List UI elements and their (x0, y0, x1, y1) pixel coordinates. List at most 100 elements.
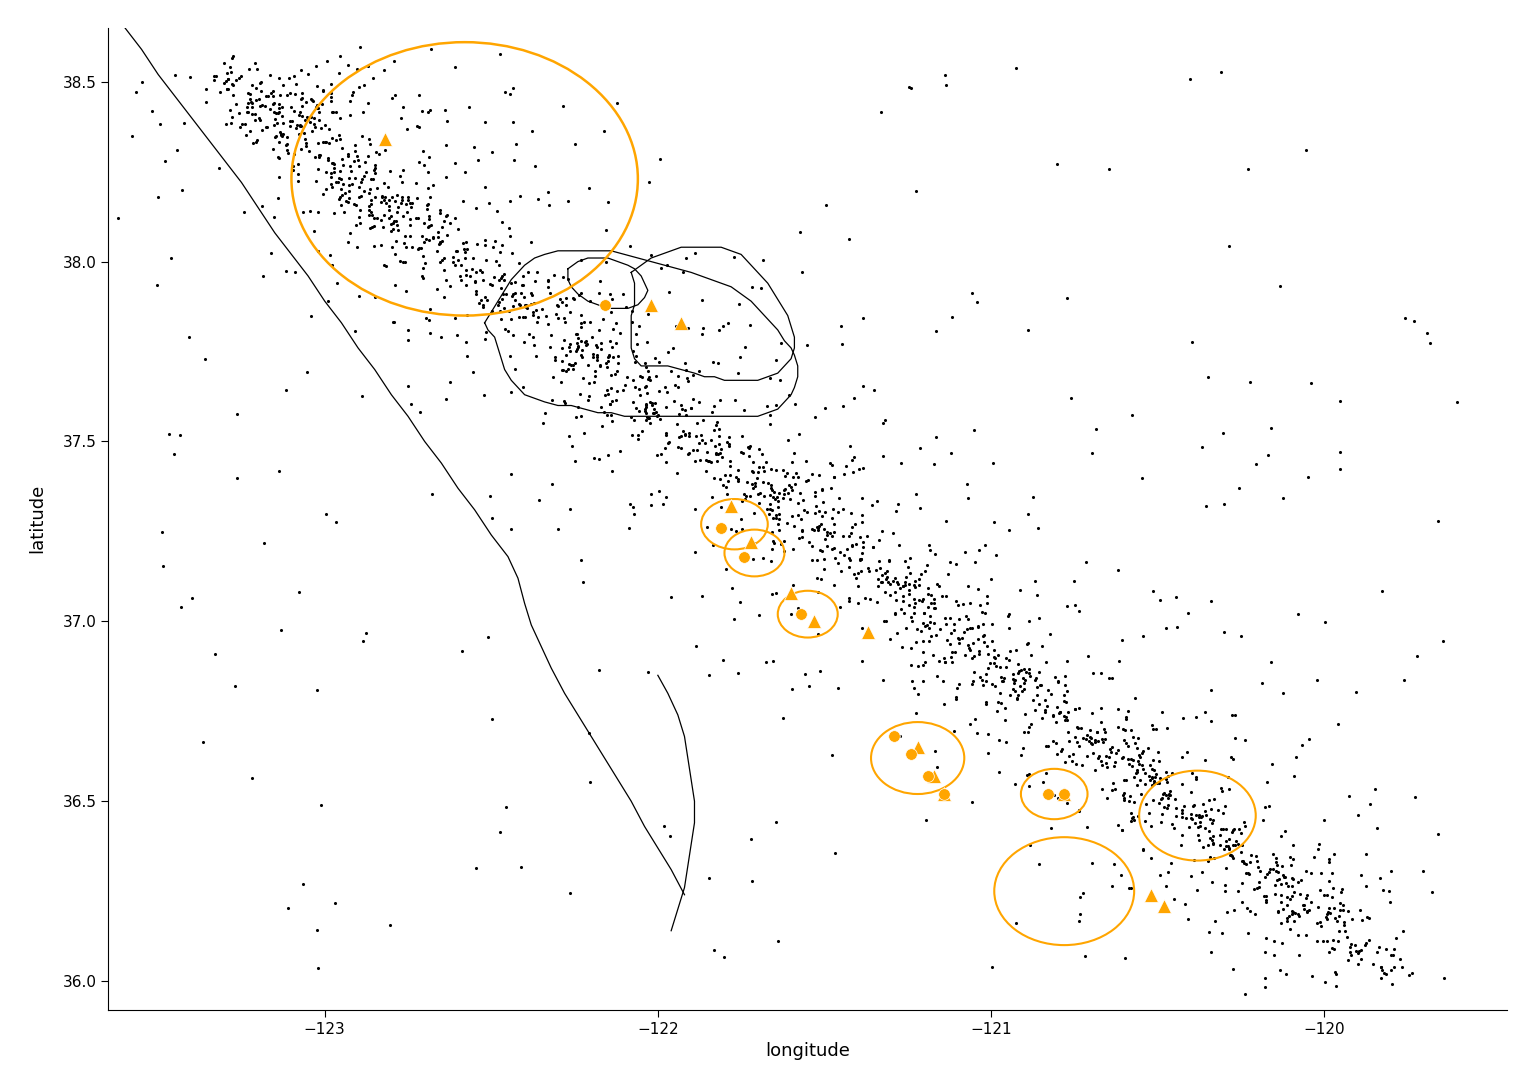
Point (837, 527, 861, 544)
Point (978, 655, 1002, 672)
Point (1335, 902, 1360, 919)
Point (947, 634, 972, 652)
Point (933, 512, 958, 530)
Point (1073, 948, 1098, 965)
Point (1156, 719, 1180, 737)
Point (1139, 761, 1164, 778)
Point (1170, 749, 1194, 766)
Point (910, 591, 935, 608)
Point (487, 271, 511, 288)
Point (993, 733, 1018, 751)
Point (780, 454, 804, 471)
Point (1280, 869, 1305, 887)
Point (769, 334, 794, 351)
Point (284, 120, 309, 137)
Point (1099, 739, 1124, 756)
Point (416, 103, 441, 121)
Point (276, 899, 301, 916)
Point (428, 233, 453, 250)
Point (1196, 852, 1220, 869)
Point (499, 520, 523, 537)
Point (216, 71, 241, 88)
Point (933, 609, 958, 627)
Point (953, 646, 978, 664)
Point (350, 103, 375, 121)
Point (1196, 369, 1220, 386)
Point (488, 824, 513, 841)
Point (741, 505, 766, 522)
Point (783, 475, 807, 493)
Point (1349, 912, 1374, 929)
Point (1354, 845, 1378, 863)
Point (1090, 730, 1114, 747)
Point (1371, 881, 1395, 899)
Point (253, 98, 278, 115)
Point (243, 112, 267, 129)
Point (124, 84, 149, 101)
Point (1214, 860, 1239, 877)
Point (1357, 931, 1382, 949)
Point (915, 556, 939, 573)
Point (321, 154, 345, 172)
Point (302, 148, 327, 165)
Point (634, 411, 659, 429)
Point (1254, 866, 1279, 883)
Point (907, 592, 932, 609)
Point (411, 214, 436, 232)
Point (203, 72, 227, 89)
Point (749, 280, 774, 297)
Point (1001, 680, 1025, 697)
Point (634, 405, 659, 422)
Point (918, 541, 942, 558)
Point (666, 379, 691, 396)
Point (1274, 888, 1299, 905)
Point (382, 193, 407, 210)
Point (913, 653, 938, 670)
Point (491, 285, 516, 302)
Point (642, 405, 666, 422)
Point (1378, 945, 1403, 963)
Point (1055, 708, 1079, 726)
Point (775, 431, 800, 448)
Point (1326, 907, 1351, 925)
Point (1157, 787, 1182, 804)
Point (339, 162, 364, 180)
Point (832, 546, 857, 564)
Point (585, 351, 609, 369)
Point (605, 362, 629, 380)
Point (586, 285, 611, 302)
Point (840, 452, 864, 469)
Point (434, 272, 459, 289)
Point (496, 302, 520, 320)
Point (1200, 811, 1225, 828)
Point (566, 329, 591, 346)
Point (838, 437, 863, 455)
Point (803, 487, 827, 505)
Point (1190, 808, 1214, 826)
Point (1179, 809, 1203, 827)
Point (982, 655, 1007, 672)
Point (321, 257, 345, 274)
Point (223, 677, 247, 694)
Point (298, 109, 322, 126)
Point (1236, 925, 1260, 942)
Point (1233, 854, 1257, 871)
Point (634, 379, 659, 396)
Point (870, 573, 895, 591)
Point (1081, 665, 1105, 682)
Point (956, 610, 981, 628)
Point (434, 208, 459, 225)
Point (568, 306, 593, 323)
Point (809, 542, 834, 559)
Point (1220, 836, 1245, 853)
Point (301, 91, 325, 109)
Point (1253, 978, 1277, 996)
Point (301, 92, 325, 110)
Point (606, 354, 631, 371)
Point (959, 793, 984, 811)
Point (391, 234, 416, 251)
Point (1141, 752, 1165, 769)
Point (1127, 771, 1151, 789)
Point (378, 197, 402, 214)
Point (873, 411, 898, 429)
